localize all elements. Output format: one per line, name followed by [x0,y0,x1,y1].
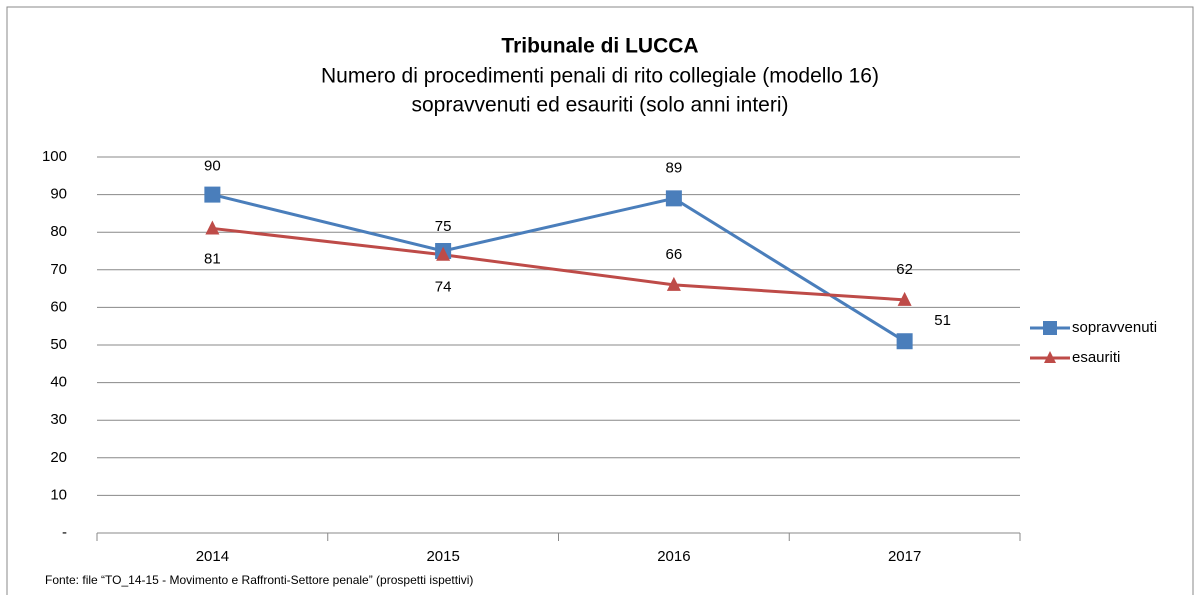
marker [204,186,221,203]
marker [205,220,220,235]
legend-label: esauriti [1072,349,1120,366]
marker [1043,321,1057,335]
chart-title: Tribunale di LUCCA [501,35,698,58]
y-tick-label: - [62,524,67,541]
y-tick-label: 50 [50,336,67,353]
x-tick-label: 2016 [657,548,690,565]
y-tick-label: 70 [50,261,67,278]
y-tick-label: 20 [50,449,67,466]
series-line [212,226,905,302]
data-label: 90 [204,158,221,175]
data-label: 62 [896,261,913,278]
marker [897,291,912,306]
y-tick-label: 60 [50,298,67,315]
y-tick-label: 100 [42,148,67,165]
y-tick-label: 40 [50,374,67,391]
marker [666,276,681,291]
data-label: 66 [666,246,683,263]
legend-label: sopravvenuti [1072,319,1157,336]
marker [665,190,682,207]
data-label: 51 [934,312,951,329]
source-note: Fonte: file “TO_14-15 - Movimento e Raff… [45,573,473,587]
chart-subtitle: sopravvenuti ed esauriti (solo anni inte… [411,94,788,117]
series-line [212,193,906,343]
y-tick-label: 80 [50,223,67,240]
data-label: 81 [204,250,221,267]
data-label: 75 [435,218,452,235]
y-tick-label: 30 [50,411,67,428]
x-tick-label: 2017 [888,548,921,565]
marker [436,246,451,261]
marker [1044,351,1056,363]
frame [6,6,1194,595]
y-tick-label: 90 [50,186,67,203]
y-tick-label: 10 [50,486,67,503]
x-tick-label: 2015 [426,548,459,565]
x-tick-label: 2014 [196,548,229,565]
marker [896,333,913,350]
data-label: 89 [666,159,683,176]
chart-subtitle: Numero di procedimenti penali di rito co… [321,65,879,88]
data-label: 74 [435,279,452,296]
